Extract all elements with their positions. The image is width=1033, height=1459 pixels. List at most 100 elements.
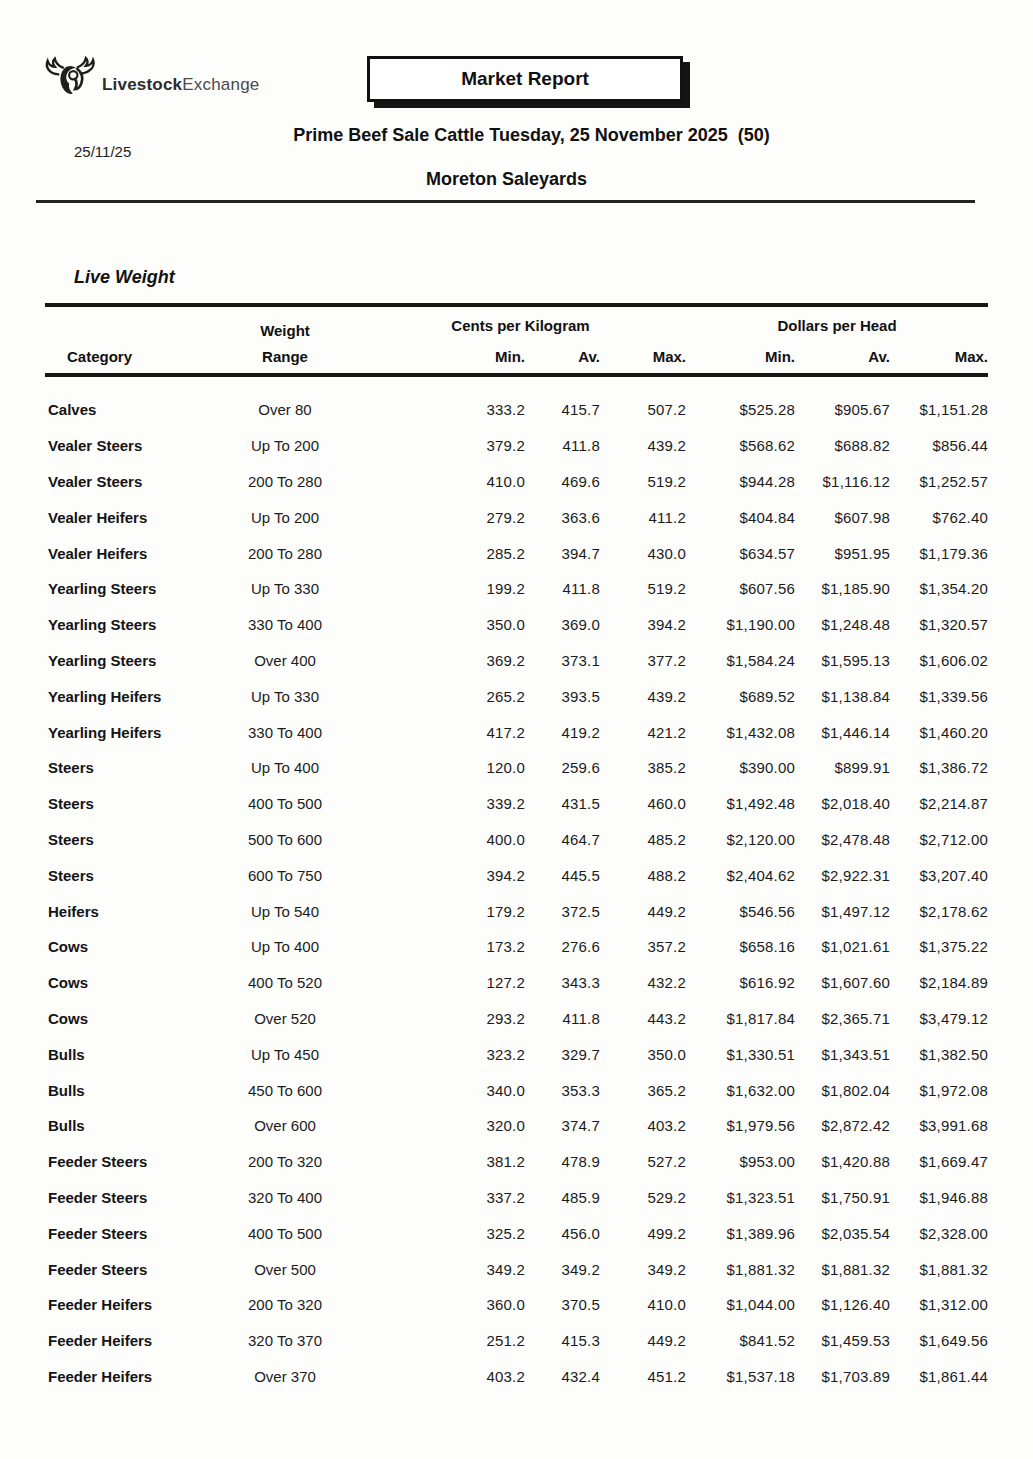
bull-icon bbox=[44, 56, 98, 100]
cpk-min-cell: 403.2 bbox=[355, 1359, 525, 1395]
cpk-min-cell: 127.2 bbox=[355, 965, 525, 1001]
col-header-weight: Weight bbox=[215, 310, 355, 344]
group-header-cents-per-kilogram: Cents per Kilogram bbox=[355, 305, 686, 339]
dph-min-cell: $2,120.00 bbox=[686, 822, 795, 858]
table-row: Vealer SteersUp To 200379.2411.8439.2$56… bbox=[45, 428, 988, 464]
weight-range-cell: Up To 200 bbox=[215, 499, 355, 535]
category-cell: Feeder Steers bbox=[45, 1215, 215, 1251]
table-column-header-row: Category Range Min. Av. Max. Min. Av. Ma… bbox=[45, 339, 988, 375]
dph-av-cell: $607.98 bbox=[795, 499, 890, 535]
table-row: Feeder Heifers320 To 370251.2415.3449.2$… bbox=[45, 1323, 988, 1359]
category-cell: Bulls bbox=[45, 1108, 215, 1144]
table-row: Feeder Steers400 To 500325.2456.0499.2$1… bbox=[45, 1215, 988, 1251]
dph-min-cell: $607.56 bbox=[686, 571, 795, 607]
dph-max-cell: $1,375.22 bbox=[890, 929, 988, 965]
cpk-min-cell: 120.0 bbox=[355, 750, 525, 786]
weight-range-cell: 200 To 320 bbox=[215, 1144, 355, 1180]
weight-range-cell: Up To 450 bbox=[215, 1036, 355, 1072]
cpk-min-cell: 400.0 bbox=[355, 822, 525, 858]
cpk-av-cell: 369.0 bbox=[525, 607, 600, 643]
market-report-badge-label: Market Report bbox=[461, 68, 589, 90]
category-cell: Yearling Steers bbox=[45, 643, 215, 679]
cpk-av-cell: 415.3 bbox=[525, 1323, 600, 1359]
cpk-max-cell: 485.2 bbox=[600, 822, 686, 858]
dph-min-cell: $1,492.48 bbox=[686, 786, 795, 822]
live-weight-table-head: Weight Cents per Kilogram Dollars per He… bbox=[45, 305, 988, 375]
cpk-av-cell: 329.7 bbox=[525, 1036, 600, 1072]
livestock-exchange-logo: LivestockExchange bbox=[44, 56, 259, 100]
col-header-cpk-max: Max. bbox=[600, 339, 686, 375]
cpk-max-cell: 443.2 bbox=[600, 1001, 686, 1037]
weight-range-cell: 400 To 500 bbox=[215, 786, 355, 822]
dph-max-cell: $1,649.56 bbox=[890, 1323, 988, 1359]
cpk-min-cell: 323.2 bbox=[355, 1036, 525, 1072]
cpk-av-cell: 485.9 bbox=[525, 1180, 600, 1216]
table-row: Feeder Heifers200 To 320360.0370.5410.0$… bbox=[45, 1287, 988, 1323]
dph-max-cell: $3,991.68 bbox=[890, 1108, 988, 1144]
dph-av-cell: $2,365.71 bbox=[795, 1001, 890, 1037]
dph-max-cell: $856.44 bbox=[890, 428, 988, 464]
cpk-min-cell: 339.2 bbox=[355, 786, 525, 822]
weight-range-cell: 400 To 520 bbox=[215, 965, 355, 1001]
cpk-av-cell: 394.7 bbox=[525, 535, 600, 571]
dph-max-cell: $1,339.56 bbox=[890, 678, 988, 714]
cpk-av-cell: 343.3 bbox=[525, 965, 600, 1001]
category-cell: Yearling Steers bbox=[45, 607, 215, 643]
dph-min-cell: $1,190.00 bbox=[686, 607, 795, 643]
logo-text: LivestockExchange bbox=[102, 76, 259, 100]
table-row: Bulls450 To 600340.0353.3365.2$1,632.00$… bbox=[45, 1072, 988, 1108]
dph-min-cell: $841.52 bbox=[686, 1323, 795, 1359]
dph-min-cell: $634.57 bbox=[686, 535, 795, 571]
table-row: Yearling Steers330 To 400350.0369.0394.2… bbox=[45, 607, 988, 643]
category-cell: Heifers bbox=[45, 893, 215, 929]
cpk-min-cell: 360.0 bbox=[355, 1287, 525, 1323]
dph-min-cell: $525.28 bbox=[686, 375, 795, 428]
table-row: BullsOver 600320.0374.7403.2$1,979.56$2,… bbox=[45, 1108, 988, 1144]
dph-min-cell: $1,330.51 bbox=[686, 1036, 795, 1072]
dph-min-cell: $953.00 bbox=[686, 1144, 795, 1180]
cpk-av-cell: 432.4 bbox=[525, 1359, 600, 1395]
cpk-av-cell: 431.5 bbox=[525, 786, 600, 822]
section-title-live-weight: Live Weight bbox=[74, 267, 175, 288]
cpk-max-cell: 432.2 bbox=[600, 965, 686, 1001]
category-cell: Feeder Heifers bbox=[45, 1287, 215, 1323]
dph-av-cell: $1,248.48 bbox=[795, 607, 890, 643]
cpk-av-cell: 353.3 bbox=[525, 1072, 600, 1108]
weight-range-cell: Over 370 bbox=[215, 1359, 355, 1395]
col-header-range: Range bbox=[215, 339, 355, 375]
category-cell: Yearling Heifers bbox=[45, 714, 215, 750]
dph-min-cell: $390.00 bbox=[686, 750, 795, 786]
cpk-max-cell: 411.2 bbox=[600, 499, 686, 535]
dph-max-cell: $2,712.00 bbox=[890, 822, 988, 858]
cpk-min-cell: 179.2 bbox=[355, 893, 525, 929]
category-cell: Feeder Steers bbox=[45, 1180, 215, 1216]
category-cell: Feeder Steers bbox=[45, 1144, 215, 1180]
cpk-av-cell: 419.2 bbox=[525, 714, 600, 750]
category-cell: Bulls bbox=[45, 1072, 215, 1108]
weight-range-cell: 330 To 400 bbox=[215, 714, 355, 750]
dph-av-cell: $1,126.40 bbox=[795, 1287, 890, 1323]
dph-max-cell: $2,184.89 bbox=[890, 965, 988, 1001]
category-cell: Cows bbox=[45, 965, 215, 1001]
col-header-cpk-min: Min. bbox=[355, 339, 525, 375]
dph-av-cell: $1,607.60 bbox=[795, 965, 890, 1001]
dph-max-cell: $3,207.40 bbox=[890, 857, 988, 893]
cpk-min-cell: 251.2 bbox=[355, 1323, 525, 1359]
cpk-av-cell: 469.6 bbox=[525, 464, 600, 500]
dph-max-cell: $1,151.28 bbox=[890, 375, 988, 428]
category-cell: Cows bbox=[45, 1001, 215, 1037]
category-cell: Steers bbox=[45, 822, 215, 858]
dph-max-cell: $3,479.12 bbox=[890, 1001, 988, 1037]
cpk-max-cell: 449.2 bbox=[600, 893, 686, 929]
table-row: CowsOver 520293.2411.8443.2$1,817.84$2,3… bbox=[45, 1001, 988, 1037]
dph-max-cell: $1,861.44 bbox=[890, 1359, 988, 1395]
cpk-max-cell: 349.2 bbox=[600, 1251, 686, 1287]
table-row: Vealer Steers200 To 280410.0469.6519.2$9… bbox=[45, 464, 988, 500]
cpk-max-cell: 519.2 bbox=[600, 571, 686, 607]
table-row: Yearling Heifers330 To 400417.2419.2421.… bbox=[45, 714, 988, 750]
dph-min-cell: $568.62 bbox=[686, 428, 795, 464]
cpk-max-cell: 385.2 bbox=[600, 750, 686, 786]
cpk-min-cell: 333.2 bbox=[355, 375, 525, 428]
table-row: CalvesOver 80333.2415.7507.2$525.28$905.… bbox=[45, 375, 988, 428]
dph-max-cell: $1,382.50 bbox=[890, 1036, 988, 1072]
